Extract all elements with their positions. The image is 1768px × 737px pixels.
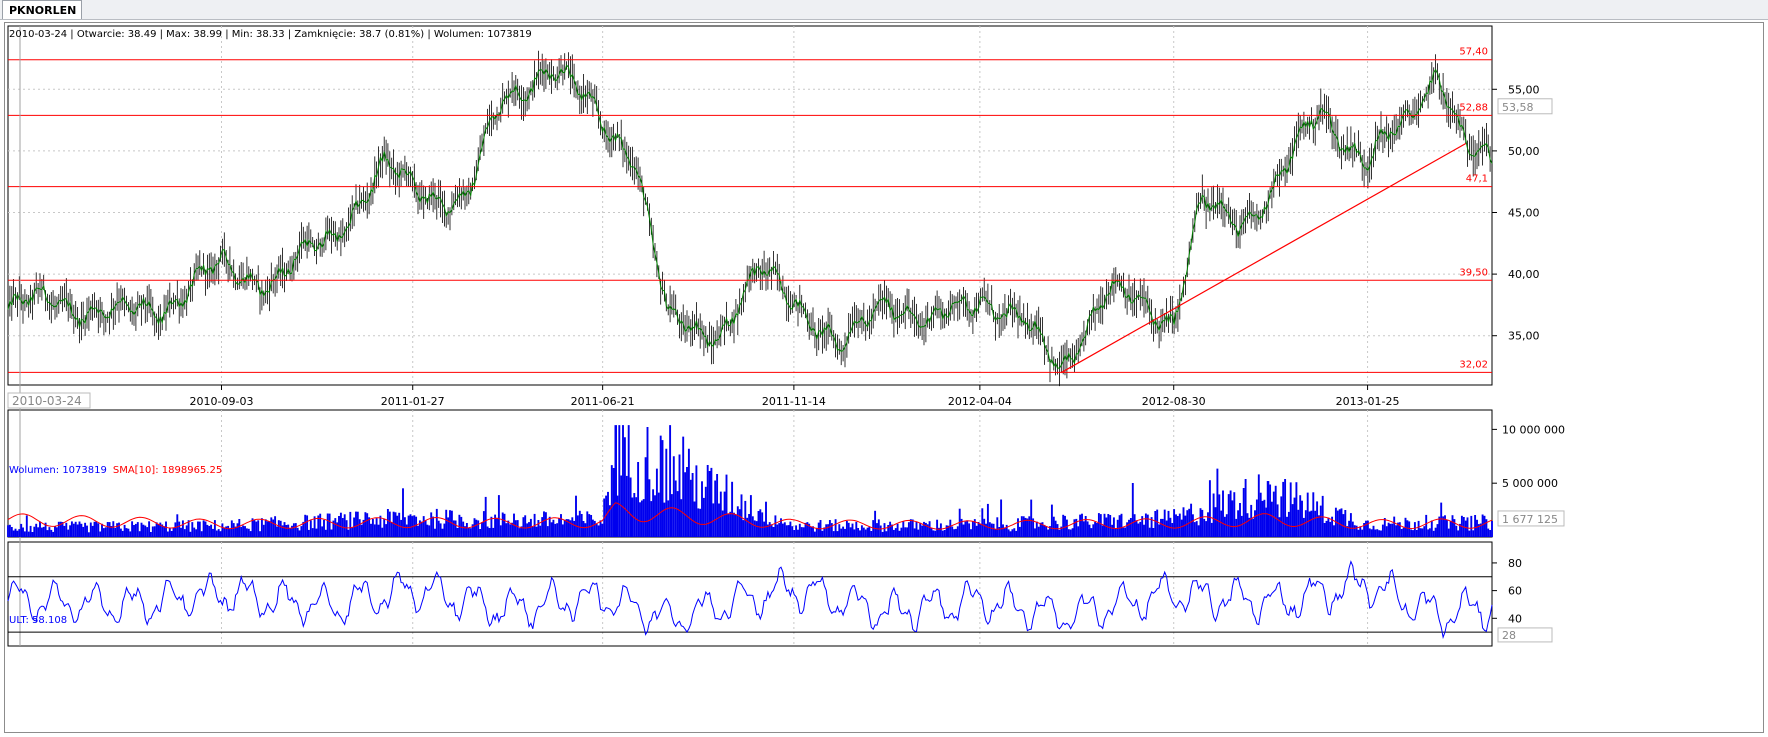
x-tick-label: 2011-01-27	[381, 395, 445, 408]
ult-line	[7, 560, 1493, 640]
cursor-date: 2010-03-24	[12, 394, 82, 408]
ult-y-tick-label: 80	[1508, 557, 1522, 570]
x-tick-label: 2012-08-30	[1142, 395, 1206, 408]
ult-y-tick-label: 60	[1508, 585, 1522, 598]
volume-current-value: 1 677 125	[1502, 513, 1558, 526]
volume-y-tick-label: 5 000 000	[1502, 477, 1558, 490]
y-tick-label: 50,00	[1508, 145, 1540, 158]
price-bars	[7, 50, 1493, 387]
ult-y-tick-label: 40	[1508, 612, 1522, 625]
price-current-value: 53,58	[1502, 101, 1534, 114]
volume-bars	[7, 425, 1493, 537]
y-tick-label: 35,00	[1508, 330, 1540, 343]
price-pane	[7, 25, 1493, 386]
x-tick-label: 2010-09-03	[190, 395, 254, 408]
price-current-box	[1497, 98, 1553, 115]
ult-current-box	[1497, 627, 1553, 643]
level-label: 32,02	[1459, 359, 1488, 370]
level-label: 57,40	[1459, 47, 1488, 58]
volume-y-tick-label: 10 000 000	[1502, 423, 1565, 436]
tab-bar: PKNORLEN	[0, 0, 1768, 20]
cursor-date-box	[7, 392, 91, 409]
volume-legend: Wolumen: 1073819 SMA[10]: 1898965.25	[9, 465, 222, 476]
level-label: 47,1	[1466, 174, 1488, 185]
x-tick-label: 2011-06-21	[571, 395, 635, 408]
level-label: 39,50	[1459, 267, 1488, 278]
volume-current-box	[1497, 510, 1565, 527]
volume-sma-line	[7, 502, 1493, 530]
ohlc-info-line: 2010-03-24 | Otwarcie: 38.49 | Max: 38.9…	[9, 29, 532, 40]
x-tick-label: 2012-04-04	[948, 395, 1012, 408]
y-tick-label: 45,00	[1508, 207, 1540, 220]
price-line	[7, 64, 1493, 369]
tab-pknorlen[interactable]: PKNORLEN	[2, 0, 82, 19]
chart-frame	[4, 22, 1764, 733]
y-tick-label: 55,00	[1508, 83, 1540, 96]
level-label: 52,88	[1459, 102, 1488, 113]
x-tick-label: 2013-01-25	[1336, 395, 1400, 408]
y-tick-label: 40,00	[1508, 268, 1540, 281]
ult-current-value: 28	[1502, 629, 1516, 642]
ult-label: ULT: 58.108	[9, 615, 68, 626]
volume-sma-label: SMA[10]: 1898965.25	[112, 465, 223, 476]
ult-pane	[7, 541, 1493, 647]
volume-label: Wolumen: 1073819	[9, 465, 107, 476]
x-tick-label: 2011-11-14	[762, 395, 826, 408]
trendline	[1060, 142, 1467, 374]
